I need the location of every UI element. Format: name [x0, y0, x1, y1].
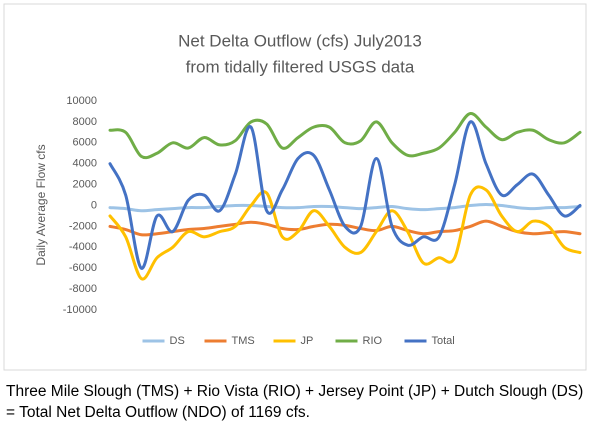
chart-frame — [3, 3, 587, 371]
y-tick-label: 0 — [91, 199, 97, 211]
y-tick-label: 8000 — [73, 116, 97, 128]
y-tick-label: -10000 — [63, 304, 97, 316]
series-line — [108, 202, 582, 213]
legend-label: RIO — [363, 335, 383, 347]
y-tick-label: -8000 — [69, 283, 97, 295]
legend-label: TMS — [232, 335, 255, 347]
y-tick-label: 10000 — [66, 95, 97, 107]
legend-label: DS — [170, 335, 185, 347]
y-tick-label: 2000 — [73, 179, 97, 191]
caption: Three Mile Slough (TMS) + Rio Vista (RIO… — [6, 383, 584, 421]
chart: Net Delta Outflow (cfs) July2013 from ti… — [3, 3, 587, 371]
series-line — [108, 120, 582, 270]
chart-title: Net Delta Outflow (cfs) July2013 — [178, 31, 422, 50]
series-line — [108, 112, 582, 160]
y-tick-label: -4000 — [69, 241, 97, 253]
series-line — [108, 185, 582, 281]
chart-subtitle: from tidally filtered USGS data — [186, 57, 415, 76]
y-tick-label: 4000 — [73, 158, 97, 170]
legend-label: JP — [301, 335, 314, 347]
y-tick-label: -2000 — [69, 220, 97, 232]
y-axis-label: Daily Average Flow cfs — [34, 144, 48, 265]
y-tick-label: -6000 — [69, 262, 97, 274]
legend-label: Total — [432, 335, 455, 347]
y-tick-label: 6000 — [73, 137, 97, 149]
